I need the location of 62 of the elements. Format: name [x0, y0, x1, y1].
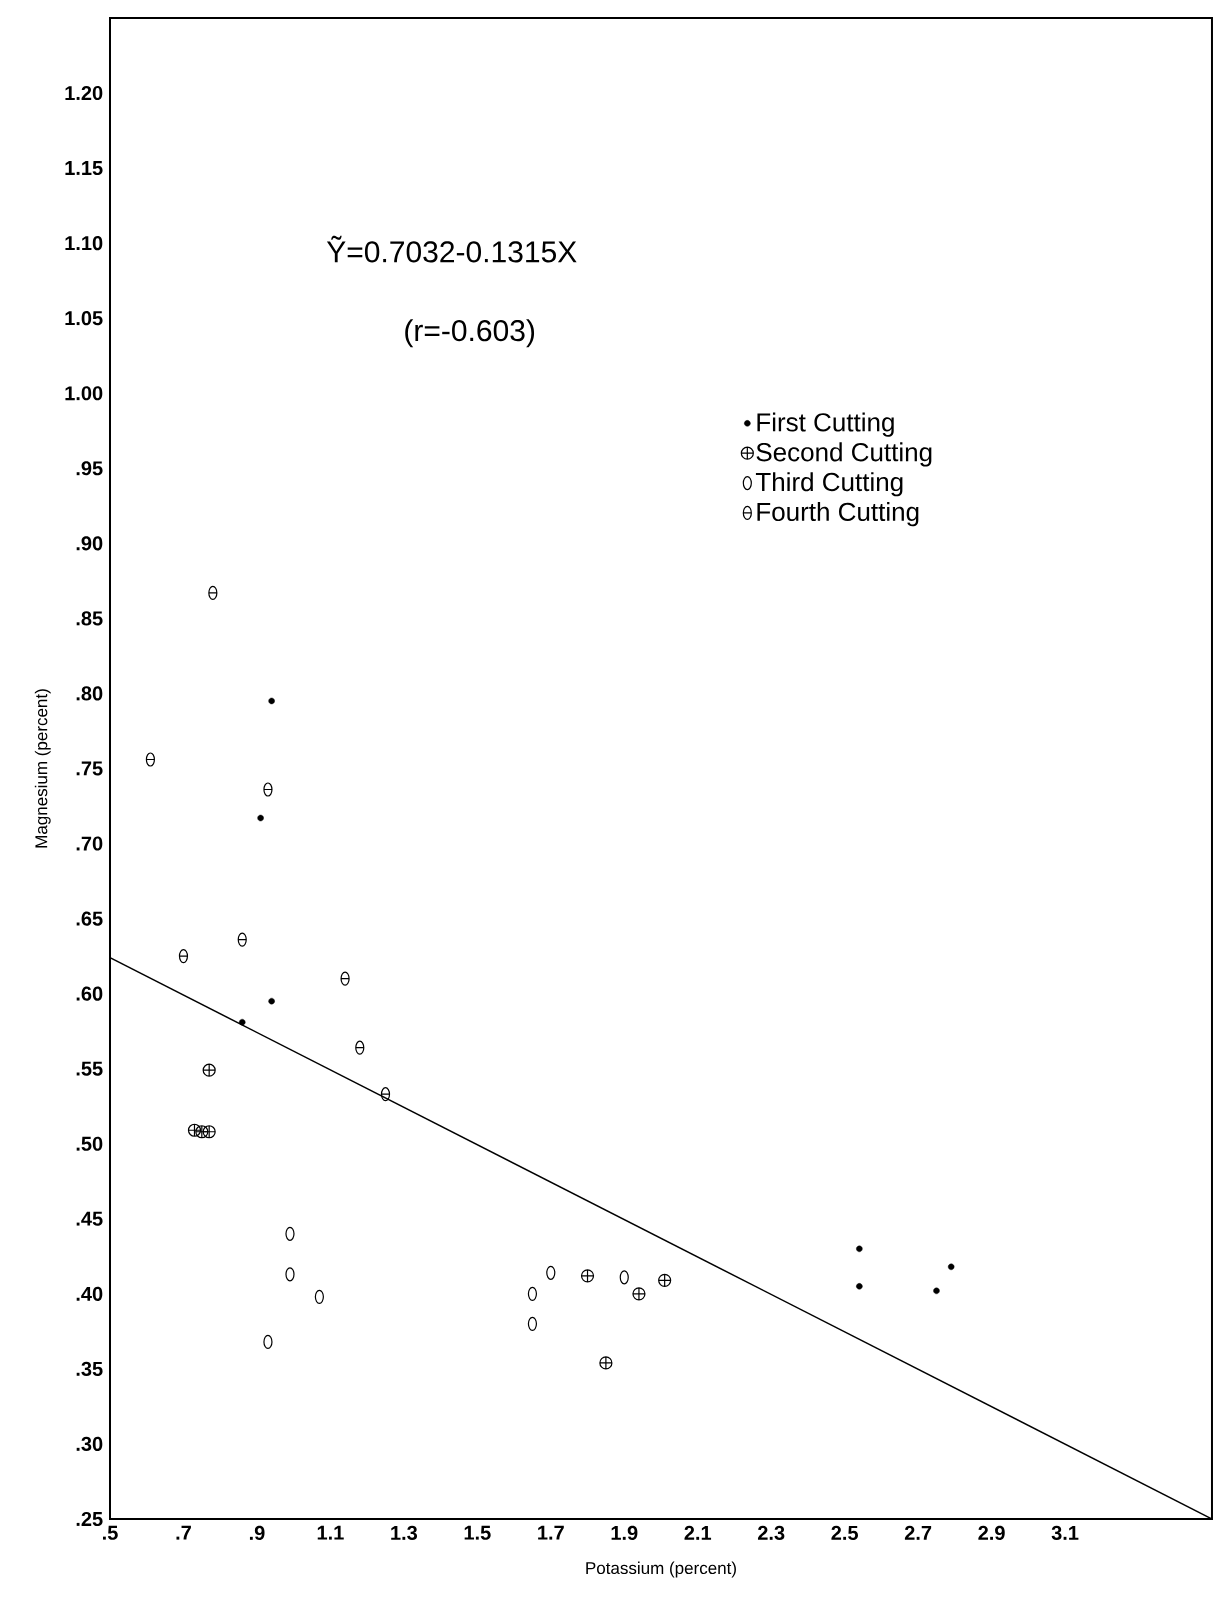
point [658, 1273, 672, 1287]
y-tick-label: .80 [76, 686, 103, 701]
point [599, 1356, 613, 1370]
point [202, 1125, 216, 1139]
y-tick-label: 1.00 [65, 386, 103, 401]
point [933, 1287, 940, 1295]
annotation: Ỹ=0.7032-0.1315X [326, 235, 577, 263]
point [856, 1283, 863, 1290]
y-tick-label: .25 [76, 1511, 103, 1527]
legend-label: Second Cutting [756, 442, 932, 467]
point [632, 1287, 646, 1301]
point [257, 814, 264, 822]
y-tick-label: .30 [76, 1436, 103, 1452]
point [580, 1269, 595, 1283]
legend-label: Fourth Cutting [757, 501, 919, 527]
y-tick-label: .45 [76, 1211, 103, 1226]
point [268, 697, 275, 705]
point [239, 1018, 246, 1026]
point [947, 1263, 955, 1271]
point [380, 1087, 391, 1102]
x-tick-label: 1.1 [317, 1525, 344, 1540]
point [187, 1123, 202, 1137]
x-tick-label: 1.3 [391, 1525, 418, 1541]
x-tick-label: 1.7 [538, 1525, 564, 1540]
point [202, 1063, 216, 1077]
x-tick-label: 1.5 [464, 1525, 491, 1540]
point [195, 1125, 209, 1139]
x-tick-label: 2.3 [757, 1525, 785, 1541]
y-tick-label: .50 [76, 1136, 103, 1151]
x-tick-label: 1.9 [611, 1525, 638, 1541]
y-tick-label: .70 [76, 836, 103, 851]
y-tick-label: .65 [76, 911, 103, 926]
x-tick-label: 2.5 [831, 1525, 858, 1541]
x-tick-label: .9 [249, 1525, 265, 1541]
point [268, 997, 275, 1005]
legend-label: Third Cutting [755, 472, 903, 497]
y-tick-label: .55 [76, 1061, 103, 1076]
y-tick-label: 1.20 [65, 85, 103, 101]
y-tick-label: .95 [76, 461, 103, 476]
x-tick-label: .5 [103, 1525, 118, 1540]
annotation: (r=-0.603) [405, 319, 535, 348]
point [527, 1316, 538, 1331]
point [527, 1286, 538, 1301]
y-axis-title: Magnesium (percent) [34, 689, 51, 848]
x-tick-label: 3.1 [1051, 1525, 1079, 1541]
x-tick-label: 2.1 [684, 1525, 712, 1540]
x-tick-label: 2.7 [904, 1525, 932, 1540]
y-tick-label: 1.15 [65, 161, 103, 176]
point [856, 1245, 863, 1253]
y-tick-label: .35 [76, 1361, 103, 1376]
x-tick-label: 2.9 [978, 1525, 1005, 1541]
y-tick-label: .60 [76, 986, 103, 1001]
y-tick-label: .85 [76, 611, 103, 626]
legend-label: First Cutting [757, 412, 894, 437]
point [178, 949, 189, 964]
x-axis-title: Potassium (percent) [586, 1561, 736, 1578]
y-tick-label: .90 [76, 536, 103, 551]
y-tick-label: .75 [76, 761, 103, 776]
y-tick-label: .40 [76, 1286, 103, 1301]
y-tick-label: 1.10 [65, 236, 103, 251]
y-tick-label: 1.05 [65, 311, 103, 326]
x-tick-label: .7 [176, 1525, 191, 1540]
